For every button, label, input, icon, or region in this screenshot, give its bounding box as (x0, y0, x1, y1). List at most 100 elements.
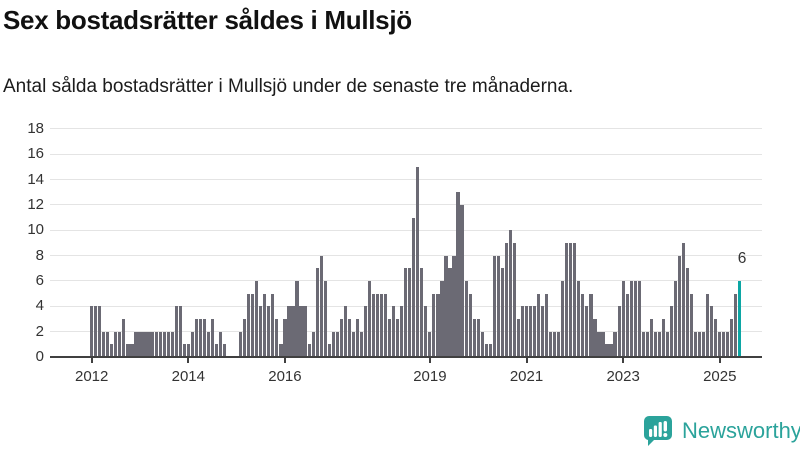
bar (311, 331, 315, 357)
bar (287, 306, 291, 357)
bar (379, 293, 384, 357)
bar (609, 344, 613, 357)
newsworthy-logo-text: Newsworthy (682, 418, 800, 443)
bar (565, 242, 569, 357)
bar (363, 306, 368, 357)
bar (158, 331, 162, 357)
bar (375, 293, 380, 357)
bar (420, 268, 424, 357)
bar (468, 293, 472, 357)
bar (126, 344, 130, 357)
bar (440, 280, 444, 357)
bar (496, 255, 500, 357)
bar (299, 306, 303, 357)
bar (323, 280, 327, 357)
y-axis-label: 14 (27, 170, 44, 188)
x-axis-tick (90, 358, 93, 363)
bar (653, 331, 657, 357)
bar (589, 293, 593, 357)
bar (383, 293, 388, 357)
bar (247, 293, 251, 357)
x-axis-label: 2025 (703, 368, 737, 385)
bar (118, 331, 122, 357)
bar (677, 255, 682, 357)
bar (621, 280, 625, 357)
bar (392, 306, 396, 357)
bar (492, 255, 496, 357)
bar (194, 318, 198, 357)
bar (657, 331, 661, 357)
bar (480, 331, 484, 357)
bar (198, 318, 202, 357)
bar (488, 344, 492, 357)
x-axis-tick (428, 358, 431, 363)
last-value-label: 6 (737, 250, 747, 267)
bar (94, 306, 98, 357)
bar (601, 331, 605, 357)
gridline-y12 (50, 204, 762, 206)
bar (102, 331, 106, 357)
bar (508, 230, 512, 357)
bar (641, 331, 645, 357)
bar (726, 331, 730, 357)
bar (706, 293, 710, 357)
bar (251, 293, 255, 357)
bar (371, 293, 376, 357)
bar (130, 344, 134, 357)
bar (98, 306, 102, 357)
bar (90, 306, 94, 357)
bar (448, 268, 452, 357)
bar (339, 318, 343, 357)
bar (275, 318, 279, 357)
bar (134, 331, 138, 357)
bar (476, 318, 480, 357)
bar (122, 318, 126, 357)
gridline-y18 (50, 128, 762, 130)
bar (633, 280, 637, 357)
bar (605, 344, 609, 357)
bar (343, 306, 347, 357)
bar (202, 318, 206, 357)
bar (186, 344, 190, 357)
bar (432, 293, 436, 357)
bar (210, 318, 215, 357)
bar (319, 255, 323, 357)
bar (351, 331, 355, 357)
bar (214, 344, 219, 357)
bar (359, 331, 364, 357)
bar (669, 306, 674, 357)
bar (532, 306, 537, 357)
bar (545, 293, 549, 357)
y-axis-label: 2 (35, 322, 44, 340)
bar (428, 331, 432, 357)
bar (146, 331, 150, 357)
bar (388, 318, 392, 357)
bar (367, 280, 372, 357)
bar (557, 331, 561, 357)
bar (166, 331, 170, 357)
bar (295, 280, 299, 357)
x-axis-tick (622, 358, 625, 363)
bar (174, 306, 178, 357)
bar (315, 268, 319, 357)
bar (472, 318, 476, 357)
chart-subtitle: Antal sålda bostadsrätter i Mullsjö unde… (3, 76, 574, 97)
bar (645, 331, 649, 357)
bar (516, 318, 521, 357)
bar (500, 268, 504, 357)
bar (541, 306, 545, 357)
bar (114, 331, 118, 357)
bar (730, 318, 734, 357)
bar (536, 293, 541, 357)
bar (283, 318, 287, 357)
bar (456, 192, 460, 357)
bar (416, 166, 420, 357)
x-axis-label: 2012 (75, 368, 109, 385)
bar (263, 293, 267, 357)
bar (734, 293, 738, 357)
y-axis-label: 4 (35, 297, 44, 315)
bar (424, 306, 428, 357)
bar (722, 331, 726, 357)
bar (504, 242, 508, 357)
bar (549, 331, 553, 357)
